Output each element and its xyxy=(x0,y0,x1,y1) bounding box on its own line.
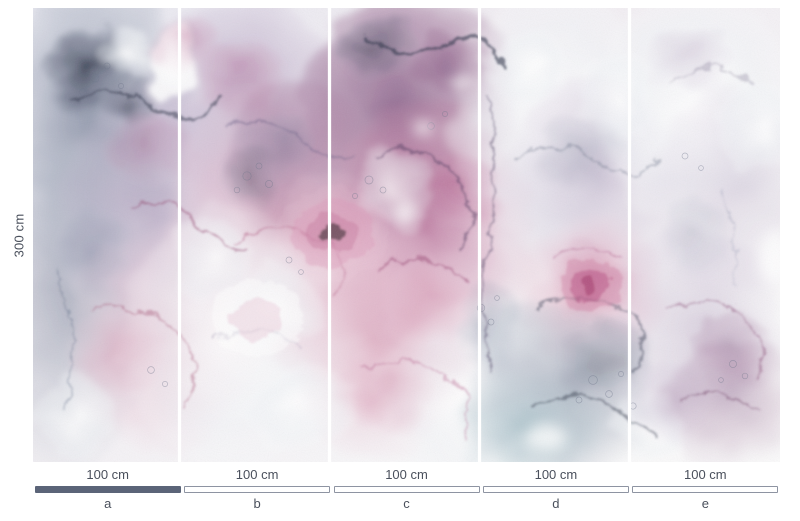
panel-width-bar-d[interactable] xyxy=(482,486,629,493)
panel-width-label-a: 100 cm xyxy=(86,467,130,482)
panel-width-label-d: 100 cm xyxy=(534,467,578,482)
panel-width-label-c: 100 cm xyxy=(385,467,428,482)
panel-letter-e: e xyxy=(701,496,709,511)
panel-measure-d[interactable]: 100 cm d xyxy=(481,466,630,516)
panel-measurement-strip: 100 cm a 100 cm b 100 cm c 100 cm d 100 … xyxy=(33,466,780,516)
height-dimension-label: 300 cm xyxy=(8,8,30,462)
panel-letter-b: b xyxy=(253,496,261,511)
panel-measure-e[interactable]: 100 cm e xyxy=(631,466,780,516)
wallpaper-preview[interactable] xyxy=(33,8,780,462)
panel-measure-c[interactable]: 100 cm c xyxy=(332,466,481,516)
panel-width-bar-c[interactable] xyxy=(333,486,480,493)
panel-width-bar-a[interactable] xyxy=(34,486,181,493)
panel-letter-c: c xyxy=(403,496,410,511)
panel-width-label-b: 100 cm xyxy=(235,467,279,482)
abstract-watercolor-artwork xyxy=(33,8,780,462)
panel-letter-a: a xyxy=(104,496,112,511)
panel-measure-b[interactable]: 100 cm b xyxy=(182,466,331,516)
panel-width-bar-e[interactable] xyxy=(632,486,779,493)
panel-width-label-e: 100 cm xyxy=(684,467,727,482)
panel-measure-a[interactable]: 100 cm a xyxy=(33,466,182,516)
panel-letter-d: d xyxy=(552,496,560,511)
height-dimension-text: 300 cm xyxy=(11,213,27,257)
panel-width-bar-b[interactable] xyxy=(184,486,331,493)
